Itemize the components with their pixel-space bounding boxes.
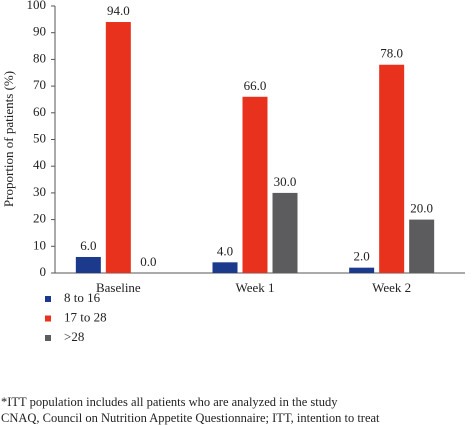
value-label: 66.0 (244, 78, 267, 93)
y-tick-label: 0 (40, 264, 47, 279)
bar (242, 96, 268, 273)
y-tick-label: 100 (27, 0, 47, 12)
legend-swatch (45, 296, 51, 302)
bar (409, 219, 435, 273)
value-label: 20.0 (410, 201, 433, 216)
legend-swatch (45, 335, 51, 341)
legend-swatch (45, 315, 51, 322)
legend-label: >28 (64, 329, 84, 344)
bar (379, 64, 405, 274)
footnote: *ITT population includes all patients wh… (1, 395, 338, 409)
footnote: CNAQ, Council on Nutrition Appetite Ques… (1, 411, 380, 425)
value-label: 0.0 (140, 254, 156, 269)
value-label: 4.0 (217, 243, 233, 258)
y-tick-label: 30 (33, 184, 46, 199)
y-tick-label: 80 (33, 50, 46, 65)
bar (75, 256, 101, 273)
y-tick-label: 20 (33, 211, 46, 226)
y-tick-label: 90 (33, 24, 46, 39)
bar (212, 262, 238, 273)
y-tick-label: 50 (33, 130, 46, 145)
value-label: 30.0 (274, 174, 297, 189)
value-label: 2.0 (354, 249, 370, 264)
legend-label: 8 to 16 (64, 290, 101, 305)
bar (272, 192, 298, 273)
value-label: 94.0 (107, 3, 130, 18)
value-label: 78.0 (380, 46, 403, 61)
value-label: 6.0 (80, 238, 96, 253)
x-tick-label: Baseline (96, 280, 141, 295)
y-tick-label: 40 (33, 157, 46, 172)
bar (105, 22, 131, 273)
x-tick-label: Week 2 (372, 280, 411, 295)
y-tick-label: 70 (33, 77, 46, 92)
y-tick-label: 60 (33, 104, 46, 119)
y-axis-label: Proportion of patients (%) (1, 71, 16, 207)
legend-label: 17 to 28 (64, 309, 107, 324)
y-tick-label: 10 (33, 237, 46, 252)
bar (349, 267, 375, 273)
x-tick-label: Week 1 (235, 280, 274, 295)
